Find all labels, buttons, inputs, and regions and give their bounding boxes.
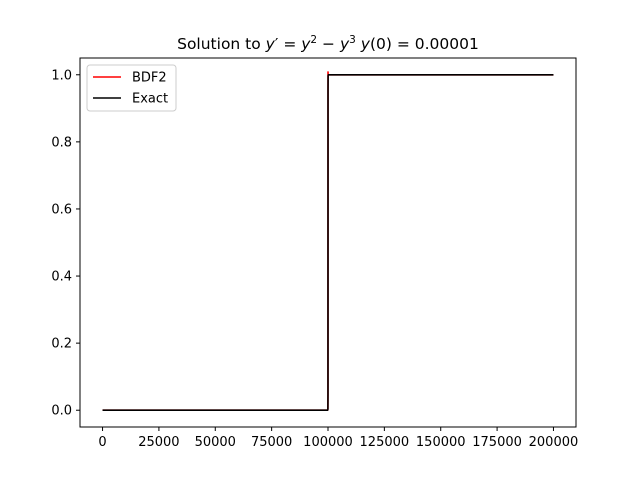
y-tick-label: 0.8 [51, 135, 72, 150]
y-tick-label: 1.0 [51, 68, 72, 83]
x-tick-label: 200000 [529, 435, 579, 450]
x-tick-label: 175000 [472, 435, 522, 450]
series-line-exact [102, 73, 554, 412]
x-tick-label: 75000 [251, 435, 292, 450]
chart-title: Solution to y′ = y2 − y3 y(0) = 0.00001 [177, 34, 479, 53]
x-tick-label: 25000 [138, 435, 179, 450]
legend: BDF2 Exact [86, 64, 177, 112]
plot-area [79, 57, 577, 428]
legend-label-bdf2: BDF2 [132, 71, 167, 86]
y-tick-label: 0.4 [51, 270, 72, 285]
x-axis: 0 25000 50000 75000 100000 125000 150000 175000… [98, 427, 578, 450]
y-tick-label: 0.2 [51, 337, 72, 352]
legend-label-exact: Exact [132, 92, 168, 107]
x-tick-label: 50000 [195, 435, 236, 450]
x-tick-label: 100000 [303, 435, 353, 450]
y-tick-label: 0.6 [51, 202, 72, 217]
y-axis: 0.0 0.2 0.4 0.6 0.8 1.0 [51, 68, 80, 419]
x-tick-label: 150000 [416, 435, 466, 450]
y-tick-label: 0.0 [51, 404, 72, 419]
x-tick-label: 125000 [360, 435, 410, 450]
series-layer [102, 71, 554, 412]
x-tick-label: 0 [98, 435, 106, 450]
